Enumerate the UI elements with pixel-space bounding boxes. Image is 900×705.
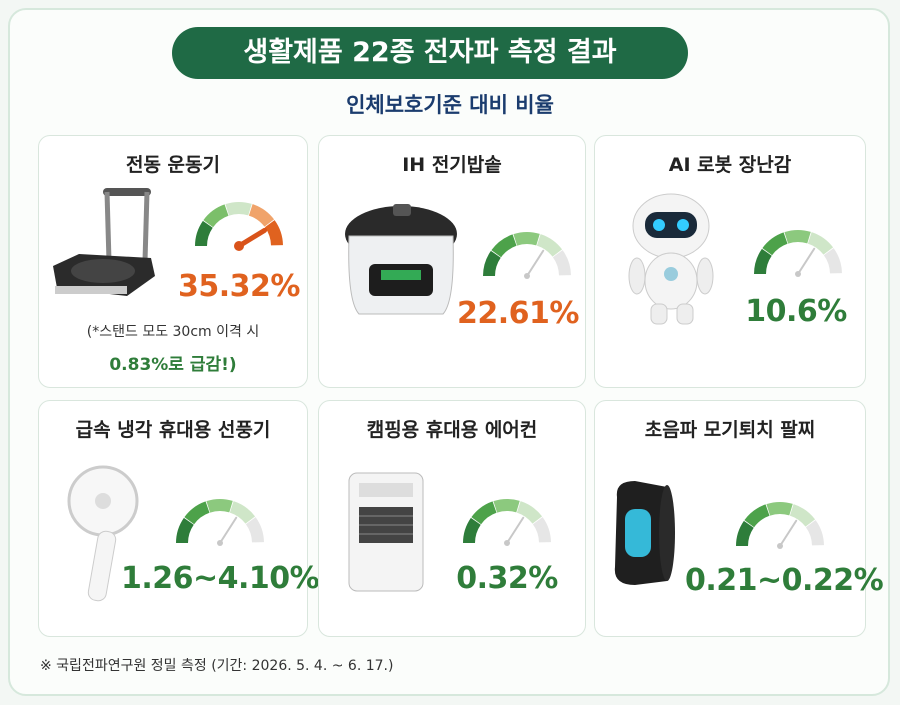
gauge-segment [184,501,210,525]
gauge-segment [248,204,275,227]
note-highlight: 0.83%로 급감!) [109,355,237,375]
illustration [614,481,675,585]
card: AI 로봇 장난감 10.6% [594,135,866,388]
card-name: 캠핑용 휴대용 에어컨 [366,419,538,441]
gauge [463,499,551,546]
value: 22.61% [457,296,579,331]
gauge-segment [483,250,501,277]
gauge-segment [762,232,788,256]
illustration [67,465,139,602]
card: 초음파 모기퇴치 팔찌 0.21~0.22% [594,400,884,637]
gauge-segment [789,504,816,527]
gauge-segment [536,234,563,257]
gauge-segment [744,504,770,528]
card-name: AI 로봇 장난감 [668,154,792,176]
gauge [195,202,283,251]
card-name: IH 전기밥솥 [402,154,502,176]
gauge-segment [532,517,551,543]
gauge-segment [176,517,194,544]
gauge-segment [264,220,283,246]
gauge [176,499,264,546]
gauge-segment [513,232,540,246]
gauge-segment [195,220,213,247]
card: 전동 운동기 35.32% (*스탠드 모도 30cm 이격 시 0.83%로 … [38,135,308,388]
gauge-needle [506,516,525,544]
footnote: ※ 국립전파연구원 정밀 측정 (기간: 2026. 5. 4. ~ 6. 17… [40,658,394,674]
gauge [754,230,842,277]
card-name: 급속 냉각 휴대용 선풍기 [75,419,271,441]
gauge-segment [552,250,571,276]
illustration [345,204,457,315]
gauge-hub [234,241,244,251]
gauge-segment [805,520,824,546]
gauge-segment [206,499,233,513]
note: (*스탠드 모도 30cm 이격 시 [86,324,260,340]
gauge-segment [766,502,793,516]
gauge-segment [736,520,754,547]
gauge-segment [807,232,834,255]
card-name: 초음파 모기퇴치 팔찌 [644,419,816,441]
gauge-segment [491,234,517,258]
gauge-hub [524,273,530,279]
subtitle: 인체보호기준 대비 비율 [346,93,554,117]
gauge-segment [245,517,264,543]
gauge-needle [526,249,545,277]
illustration [348,472,424,592]
value: 0.21~0.22% [685,563,884,598]
title: 생활제품 22종 전자파 측정 결과 [172,27,688,79]
gauge-segment [471,501,497,525]
gauge-segment [225,202,252,216]
value: 10.6% [745,294,847,329]
value: 35.32% [178,269,300,304]
card: IH 전기밥솥 22.61% [318,135,586,388]
gauge-segment [784,230,811,244]
card: 캠핑용 휴대용 에어컨 0.32% [318,400,586,637]
gauge-segment [823,248,842,274]
card: 급속 냉각 휴대용 선풍기 1.26~4.10% [38,400,320,637]
illustration [628,193,714,325]
gauge-segment [493,499,520,513]
gauge-needle [797,247,816,275]
card-name: 전동 운동기 [125,154,220,176]
gauge-hub [217,540,223,546]
gauge-segment [754,248,772,275]
gauge-needle [219,516,238,544]
gauge-segment [229,501,256,524]
illustration [53,188,155,296]
gauge-needle [779,519,798,547]
gauge-hub [795,271,801,277]
gauge-segment [203,204,229,228]
gauge [483,232,571,279]
gauge-hub [504,540,510,546]
value: 1.26~4.10% [121,561,320,596]
value: 0.32% [456,561,558,596]
gauge [736,502,824,549]
gauge-segment [463,517,481,544]
gauge-segment [516,501,543,524]
gauge-hub [777,543,783,549]
